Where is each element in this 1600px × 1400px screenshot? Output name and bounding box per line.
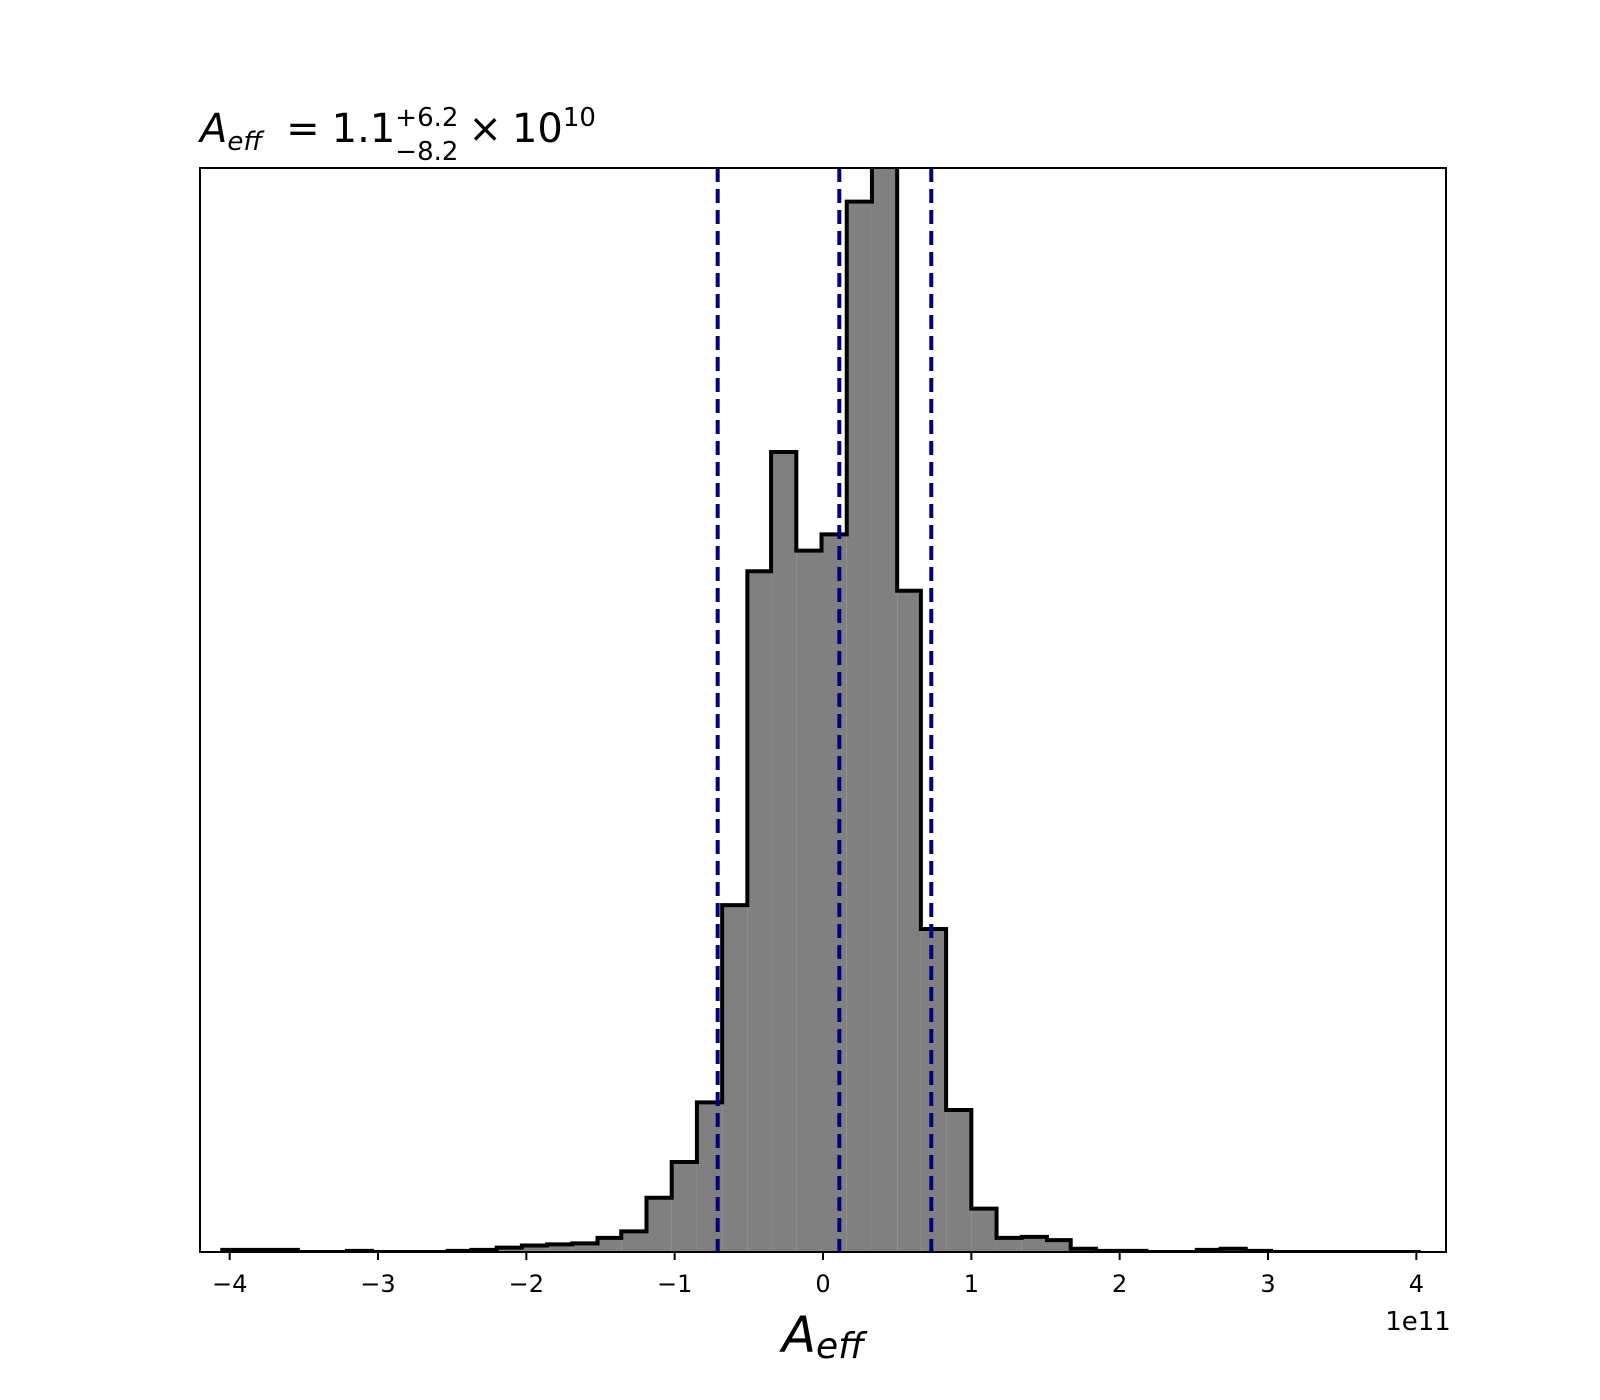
histogram-bin [996, 1237, 1022, 1252]
histogram-bin [946, 1109, 972, 1252]
title-equals: = [286, 106, 320, 152]
histogram-bin [722, 905, 748, 1252]
histogram-bin [547, 1244, 573, 1252]
title-base: 10 [512, 106, 563, 152]
title-upper: +6.2 [395, 103, 458, 133]
histogram-bin [771, 452, 797, 1252]
histogram-bin [747, 571, 772, 1252]
title-subscript: eff [227, 127, 265, 157]
histogram-bin [871, 168, 898, 1252]
histogram-bin [796, 550, 822, 1252]
histogram-bin [897, 590, 921, 1252]
histogram-bin [597, 1237, 622, 1252]
histogram-bin [496, 1247, 522, 1252]
title-mantissa: 1.1 [332, 106, 396, 152]
x-axis-label: Aeff [779, 1306, 868, 1367]
x-tick-label: 0 [815, 1270, 830, 1298]
x-tick-label: 4 [1409, 1270, 1424, 1298]
histogram-bins [222, 168, 1271, 1252]
x-tick-label: −3 [360, 1270, 395, 1298]
x-tick-label: 3 [1260, 1270, 1275, 1298]
histogram-bin [821, 534, 847, 1252]
histogram-bin [521, 1245, 548, 1252]
histogram-bin [1046, 1240, 1071, 1252]
x-tick-label: −1 [657, 1270, 692, 1298]
histogram-bin [646, 1197, 672, 1252]
histogram-bin [971, 1208, 997, 1252]
quantile-lines [715, 168, 934, 1252]
xlabel-subscript: eff [816, 1326, 868, 1367]
xlabel-symbol: A [779, 1306, 816, 1364]
histogram-bin [846, 201, 872, 1252]
title-symbol: A [197, 106, 227, 152]
x-tick-label: 2 [1112, 1270, 1127, 1298]
histogram-bin [572, 1243, 598, 1252]
title-exponent: 10 [563, 103, 596, 133]
title-lower: −8.2 [395, 137, 458, 167]
histogram-bin [621, 1231, 647, 1252]
x-axis-ticks: −4 −3 −2 −1 0 1 2 3 4 [212, 1252, 1424, 1298]
histogram-bin [1021, 1236, 1047, 1252]
x-tick-label: 1 [964, 1270, 979, 1298]
x-tick-label: −4 [212, 1270, 247, 1298]
chart-title: Aeff = 1.1+6.2 −8.2 × 1010 [197, 103, 596, 167]
histogram-bin [920, 928, 947, 1252]
title-times: × [468, 106, 502, 152]
histogram-series [220, 168, 1421, 1252]
histogram-bin [671, 1162, 697, 1252]
x-offset-text: 1e11 [1385, 1307, 1451, 1337]
x-tick-label: −2 [509, 1270, 544, 1298]
